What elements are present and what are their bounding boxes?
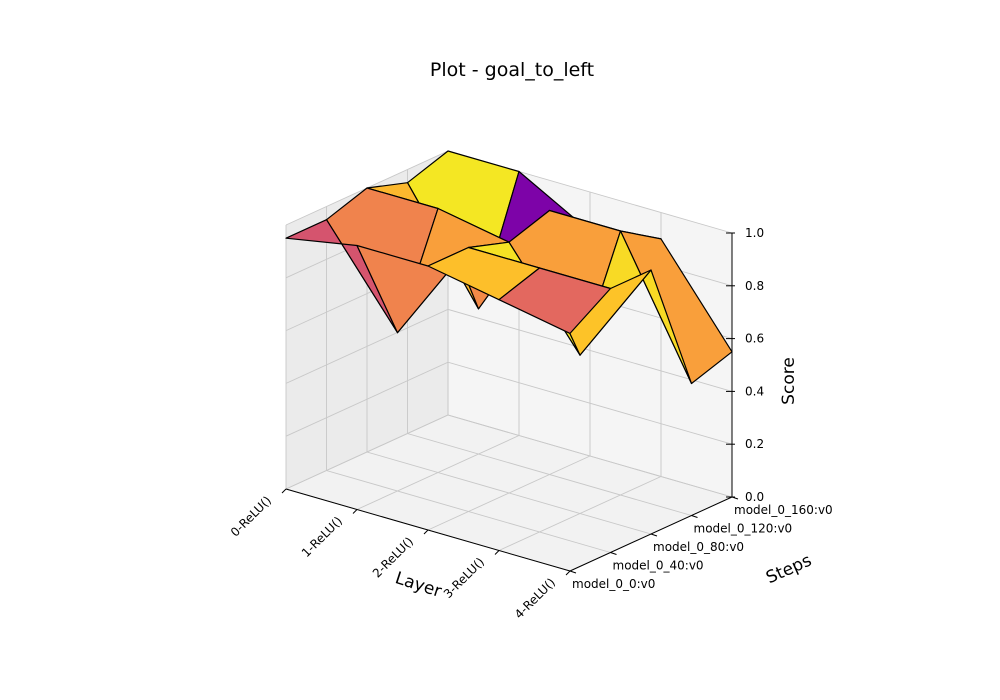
z-tick-label: 1.0 [745,226,764,240]
z-tick-label: 0.0 [745,490,764,504]
y-tick-label: model_0_40:v0 [613,559,704,573]
z-axis-label: Score [779,357,799,405]
surface [285,150,733,385]
x-tick-mark [565,570,571,576]
y-axis-label: Steps [763,551,815,589]
grid-line-z [285,414,733,498]
axis-lines [281,232,739,576]
x-tick-label: 0-ReLU() [228,493,274,539]
chart-title: Plot - goal_to_left [430,59,594,81]
grid-line-z [285,308,733,392]
y-tick-label: model_0_160:v0 [734,503,833,517]
x-tick-mark [423,529,429,535]
z-tick-label: 0.2 [745,437,764,451]
y-tick-label: model_0_80:v0 [653,540,744,554]
x-tick-label: 3-ReLU() [441,555,487,601]
grid-line-z [285,361,733,445]
surface-cell [498,267,612,334]
z-tick-label: 0.6 [745,332,764,346]
x-tick-mark [494,550,500,555]
x-axis-label: Layer [393,568,444,602]
x-tick-label: 1-ReLU() [299,514,345,560]
y-tick-label: model_0_120:v0 [694,522,793,536]
y-tick-mark [569,570,577,574]
y-tick-mark [610,552,617,555]
y-tick-mark [650,533,658,537]
z-tick-label: 0.8 [745,279,764,293]
y-tick-mark [691,515,698,518]
x-tick-mark [281,488,287,494]
x-tick-label: 4-ReLU() [512,575,558,621]
y-tick-label: model_0_0:v0 [572,577,655,591]
z-tick-label: 0.4 [745,384,764,398]
x-tick-mark [352,509,358,514]
